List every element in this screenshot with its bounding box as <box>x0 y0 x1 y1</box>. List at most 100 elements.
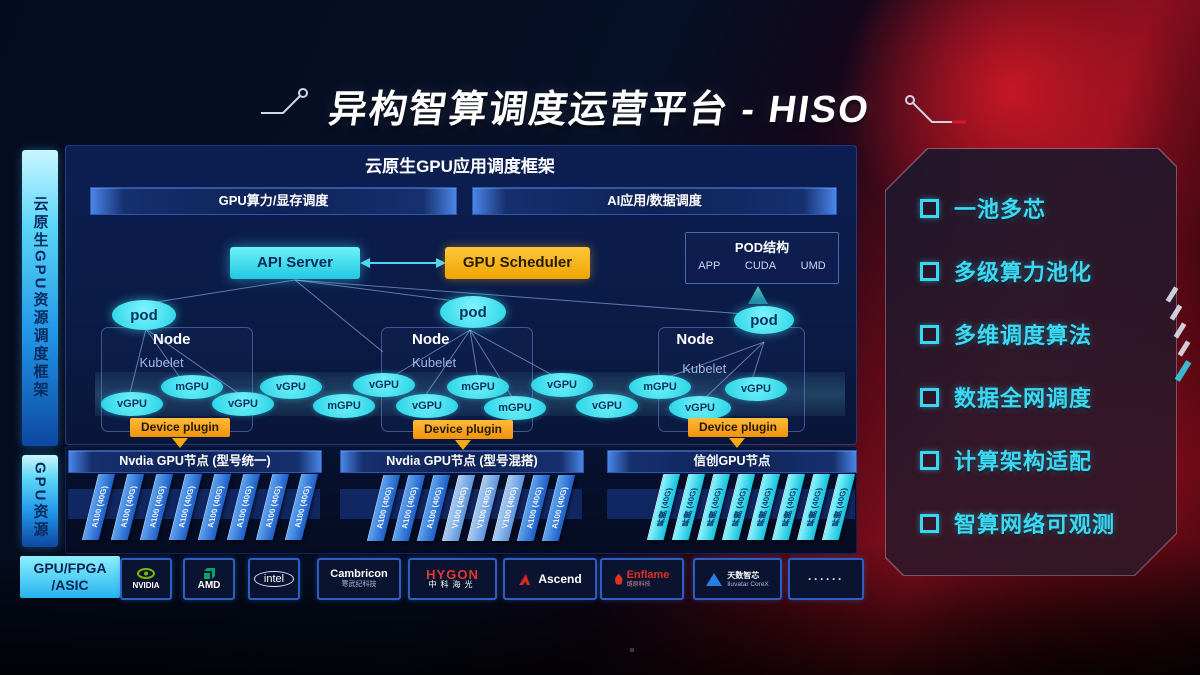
gpu-unit-oval: mGPU <box>161 375 223 399</box>
gpu-unit-oval: vGPU <box>101 392 163 416</box>
hatch-deco <box>1177 340 1191 357</box>
gpu-group-header-1: Nvdia GPU节点 (型号统一) <box>68 450 322 473</box>
ascend-logo-icon <box>519 573 531 585</box>
vendor-amd: AMD <box>183 558 235 600</box>
gpu-card-strip-3: 昇腾 (40G) 昇腾 (40G) 昇腾 (40G) 昇腾 (40G) 昇腾 (40G)… <box>646 474 856 540</box>
feature-text: 数据全网调度 <box>954 386 1093 411</box>
square-bullet-icon <box>920 325 939 344</box>
gpu-card-label: 昇腾 (40G) <box>704 487 724 527</box>
kubelet-label: Kubelet <box>412 355 457 370</box>
gpu-card-label: V100 (40G) <box>474 487 494 529</box>
gpu-unit-oval: mGPU <box>447 375 509 399</box>
vendor-intel: intel <box>248 558 300 600</box>
nvidia-eye-icon <box>137 567 155 579</box>
gpu-card-label: A100 (40G) <box>147 486 167 528</box>
feature-list: 一池多芯多级算力池化 多维调度算法 数据全网调度 计算架构适配 智算网络可观测 <box>886 149 1176 575</box>
gpu-card-strip-2: A100 (40G) A100 (40G) A100 (40G) V100 (40G)… <box>366 475 576 541</box>
hatch-deco-cyan <box>1174 360 1192 382</box>
square-bullet-icon <box>920 388 939 407</box>
gpu-card-label: 昇腾 (40G) <box>779 487 799 527</box>
gpu-card-label: A100 (40G) <box>424 487 444 529</box>
feature-text: 多维调度算法 <box>954 323 1093 348</box>
node-label: Node <box>153 331 191 348</box>
node-label: Node <box>412 331 450 348</box>
gpu-card: A100 (40G) <box>226 474 261 540</box>
square-bullet-icon <box>920 451 939 470</box>
iluvatar-wordmark: Iluvatar CoreX <box>727 580 769 588</box>
amd-arrow-icon <box>203 567 215 579</box>
gpu-card-label: A100 (40G) <box>118 486 138 528</box>
gpu-card-label: A100 (40G) <box>549 487 569 529</box>
pod-ellipse-3: pod <box>734 306 794 334</box>
gpu-unit-oval: vGPU <box>260 375 322 399</box>
gpu-card-label: A100 (40G) <box>176 486 196 528</box>
gpu-card-label: A100 (40G) <box>234 486 254 528</box>
gpu-unit-oval: vGPU <box>353 373 415 397</box>
gpu-card: A100 (40G) <box>168 474 203 540</box>
feature-text: 智算网络可观测 <box>954 512 1116 537</box>
rail-gpu-resources: GPU资源 <box>22 455 58 547</box>
feature-text: 计算架构适配 <box>954 449 1093 474</box>
slide-footer-dot <box>630 648 634 652</box>
gpu-card-label: V100 (40G) <box>449 487 469 529</box>
cambricon-cn-name: 寒武纪科技 <box>341 581 377 588</box>
gpu-card: A100 (40G) <box>139 474 174 540</box>
gpu-unit-oval: mGPU <box>629 375 691 399</box>
cambricon-wordmark: Cambricon <box>330 568 388 580</box>
nvidia-wordmark: NVIDIA <box>132 580 160 590</box>
vendor-more: ······ <box>788 558 864 600</box>
frame-title: 云原生GPU应用调度框架 <box>365 157 555 176</box>
pod-ellipse-2: pod <box>440 296 506 328</box>
circuit-deco-left <box>261 88 308 114</box>
feature-item: 智算网络可观测 <box>920 508 1176 538</box>
device-plugin-arrow-3 <box>729 438 745 448</box>
kubelet-label: Kubelet <box>139 355 184 370</box>
gpu-card-label: 昇腾 (40G) <box>754 487 774 527</box>
pod-ellipse-1: pod <box>112 300 176 330</box>
ascend-wordmark: Ascend <box>538 571 582 586</box>
enflame-flame-icon <box>614 573 623 585</box>
gpu-card-label: 昇腾 (40G) <box>654 487 674 527</box>
gpu-card-label: V100 (40G) <box>499 487 519 529</box>
enflame-wordmark: Enflame <box>626 568 670 581</box>
feature-item: 多级算力池化 <box>920 256 1176 286</box>
vendor-cambricon: Cambricon 寒武纪科技 <box>317 558 401 600</box>
gpu-card-strip-1: A100 (40G) A100 (40G) A100 (40G) A100 (40G)… <box>81 474 319 540</box>
gpu-card-label: A100 (40G) <box>89 486 109 528</box>
pod-structure-box: POD结构 APP CUDA UMD <box>685 232 839 284</box>
feature-item: 数据全网调度 <box>920 382 1176 412</box>
feature-item: 一池多芯 <box>920 193 1176 223</box>
square-bullet-icon <box>920 199 939 218</box>
gpu-card-label: A100 (40G) <box>374 487 394 529</box>
gpu-unit-oval: vGPU <box>669 396 731 420</box>
gpu-unit-oval: vGPU <box>531 373 593 397</box>
amd-wordmark: AMD <box>197 579 221 591</box>
kubelet-label: Kubelet <box>682 361 727 376</box>
feature-text: 多级算力池化 <box>954 260 1093 285</box>
gpu-unit-oval: mGPU <box>313 394 375 418</box>
gpu-unit-oval: vGPU <box>576 394 638 418</box>
square-bullet-icon <box>920 514 939 533</box>
gpu-unit-oval: vGPU <box>396 394 458 418</box>
gpu-card-label: A100 (40G) <box>263 486 283 528</box>
gpu-card-label: 昇腾 (40G) <box>679 487 699 527</box>
enflame-cn-name: 燧原科技 <box>626 581 651 588</box>
hygon-cn-name: 中科海光 <box>428 580 477 589</box>
gpu-card-label: A100 (40G) <box>399 487 419 529</box>
page-title: 异构智算调度运营平台 - HISO <box>326 89 873 131</box>
device-plugin-box-3: Device plugin <box>688 418 788 437</box>
vendor-ellipsis: ······ <box>808 571 844 586</box>
gpu-card-label: A100 (40G) <box>205 486 225 528</box>
circuit-deco-right <box>905 95 966 124</box>
gpu-card-label: 昇腾 (40G) <box>729 487 749 527</box>
device-plugin-arrow-1 <box>172 438 188 448</box>
feature-item: 多维调度算法 <box>920 319 1176 349</box>
gpu-scheduler-box: GPU Scheduler <box>445 247 590 279</box>
vendor-hygon: HYGON 中科海光 <box>408 558 497 600</box>
gpu-group-header-2: Nvdia GPU节点 (型号混搭) <box>340 450 584 473</box>
node-label: Node <box>676 331 714 348</box>
gpu-card-label: A100 (40G) <box>524 487 544 529</box>
feature-panel: 一池多芯多级算力池化 多维调度算法 数据全网调度 计算架构适配 智算网络可观测 <box>885 148 1177 576</box>
gpu-card-label: 昇腾 (40G) <box>829 487 849 527</box>
device-plugin-box-1: Device plugin <box>130 418 230 437</box>
